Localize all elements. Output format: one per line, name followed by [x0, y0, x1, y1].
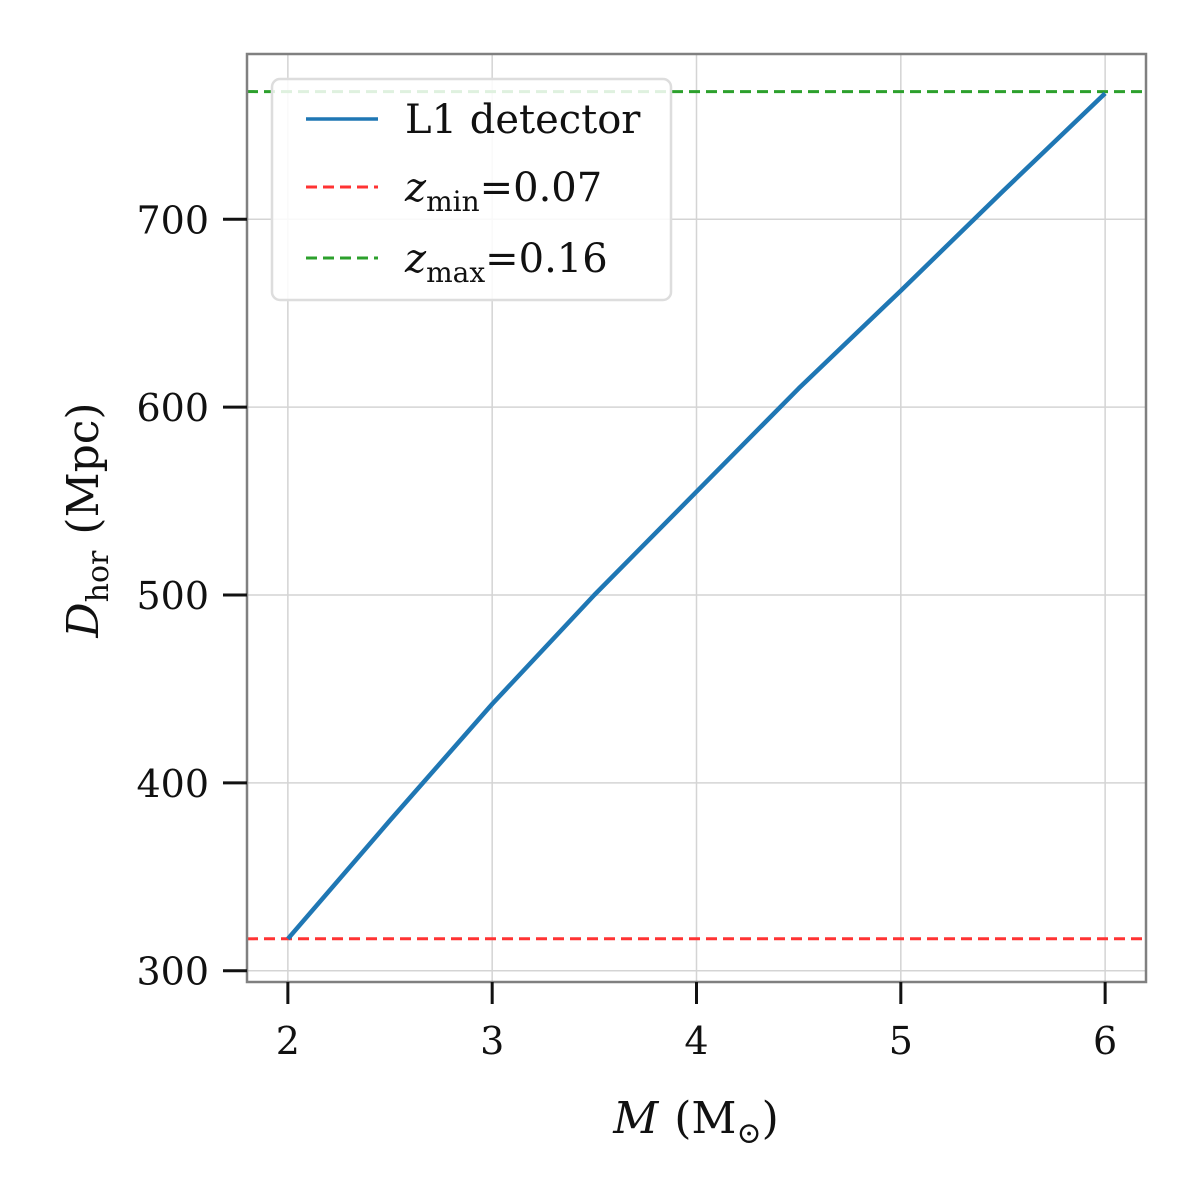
legend-entry-zmax: zmax=0.16	[306, 236, 608, 289]
x-axis-label-unit: (M	[674, 1093, 736, 1144]
y-axis-label-symbol: D	[58, 602, 109, 638]
x-tick-label: 5	[889, 1019, 913, 1063]
legend-label-zmin: zmin=0.07	[404, 165, 602, 218]
x-tick-label: 6	[1093, 1019, 1117, 1063]
reference-lines	[247, 90, 1146, 941]
y-tick-label: 300	[136, 950, 209, 994]
x-axis-label-symbol: M	[612, 1093, 659, 1144]
y-tick-label: 500	[136, 574, 209, 618]
y-axis-label-sub: hor	[81, 550, 116, 602]
y-axis-label-unit: (Mpc)	[58, 402, 109, 534]
y-tick-label: 600	[136, 386, 209, 430]
legend-zmax-value: =0.16	[485, 236, 608, 282]
y-ticks: 300 400 500 600 700	[136, 198, 247, 994]
x-tick-label: 2	[276, 1019, 300, 1063]
y-axis-label: Dhor (Mpc)	[58, 402, 116, 638]
legend-entry-l1: L1 detector	[306, 97, 641, 143]
x-tick-label: 4	[684, 1019, 708, 1063]
legend: L1 detector zmin=0.07 zmax=0.16	[270, 77, 673, 302]
legend-zmax-symbol: z	[404, 236, 427, 282]
x-axis-label-close: )	[762, 1093, 779, 1144]
series-layer	[286, 91, 1107, 941]
legend-box	[270, 77, 673, 302]
legend-zmin-symbol: z	[404, 165, 427, 211]
legend-entry-zmin: zmin=0.07	[306, 165, 602, 218]
legend-zmax-sub: max	[426, 256, 485, 289]
x-axis-label-unit-sub: ⊙	[736, 1116, 761, 1151]
series-line	[286, 91, 1107, 941]
y-tick-label: 400	[136, 762, 209, 806]
legend-label-zmax: zmax=0.16	[404, 236, 608, 289]
y-tick-label: 700	[136, 198, 209, 242]
legend-zmin-sub: min	[426, 185, 480, 218]
x-ticks: 2 3 4 5 6	[276, 982, 1117, 1063]
legend-label-l1: L1 detector	[405, 97, 641, 143]
x-axis-label: M (M⊙)	[612, 1093, 779, 1151]
legend-zmin-value: =0.07	[480, 165, 603, 211]
x-tick-label: 3	[480, 1019, 504, 1063]
